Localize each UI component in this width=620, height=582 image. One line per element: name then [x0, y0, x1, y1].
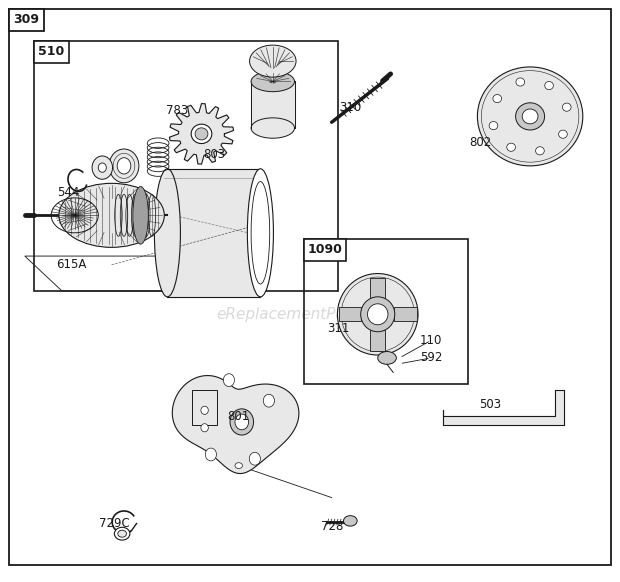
Bar [304, 239, 346, 261]
Polygon shape [25, 256, 236, 291]
Bar [192, 390, 217, 425]
Text: 729C: 729C [99, 517, 130, 530]
Text: 802: 802 [469, 136, 492, 149]
Ellipse shape [235, 414, 249, 430]
Ellipse shape [133, 186, 148, 244]
Bar [370, 330, 385, 351]
Ellipse shape [516, 103, 544, 130]
Ellipse shape [117, 158, 131, 174]
Circle shape [507, 143, 515, 151]
Circle shape [493, 94, 502, 102]
Ellipse shape [201, 424, 208, 432]
Ellipse shape [249, 45, 296, 77]
Circle shape [545, 81, 554, 90]
Ellipse shape [230, 409, 254, 435]
Ellipse shape [361, 297, 395, 332]
Ellipse shape [522, 109, 538, 124]
Ellipse shape [118, 530, 126, 537]
Text: 801: 801 [228, 410, 250, 423]
Ellipse shape [194, 401, 205, 414]
Bar [339, 307, 361, 321]
Ellipse shape [99, 163, 107, 172]
Text: 783: 783 [166, 104, 188, 117]
Text: eReplacementParts.com: eReplacementParts.com [216, 307, 404, 322]
Ellipse shape [337, 274, 418, 355]
Ellipse shape [201, 406, 208, 414]
Text: 728: 728 [321, 520, 343, 533]
Polygon shape [443, 390, 564, 425]
Bar [34, 41, 69, 63]
Text: 503: 503 [479, 398, 501, 411]
Ellipse shape [251, 72, 294, 92]
Bar [370, 278, 385, 299]
Text: 803: 803 [203, 148, 225, 161]
Ellipse shape [235, 463, 242, 469]
Ellipse shape [249, 452, 260, 465]
Ellipse shape [205, 448, 216, 461]
Bar [9, 9, 44, 31]
Text: 110: 110 [420, 334, 442, 347]
Ellipse shape [378, 352, 396, 364]
Ellipse shape [92, 156, 113, 179]
Text: 311: 311 [327, 322, 349, 335]
Text: 544: 544 [57, 186, 79, 198]
Ellipse shape [114, 527, 130, 540]
Bar [304, 239, 468, 384]
Ellipse shape [223, 374, 234, 386]
Polygon shape [169, 104, 234, 164]
Ellipse shape [251, 182, 270, 284]
Circle shape [562, 103, 571, 111]
Ellipse shape [368, 304, 388, 325]
Circle shape [191, 124, 212, 144]
Text: 309: 309 [14, 13, 40, 26]
Ellipse shape [247, 169, 273, 297]
Ellipse shape [251, 118, 294, 139]
Text: 510: 510 [38, 45, 64, 58]
Text: 592: 592 [420, 352, 442, 364]
Ellipse shape [109, 149, 139, 183]
Text: 1090: 1090 [308, 243, 342, 256]
Circle shape [559, 130, 567, 139]
Text: 615A: 615A [56, 258, 86, 271]
Polygon shape [172, 375, 299, 474]
Text: 310: 310 [339, 101, 361, 114]
Ellipse shape [59, 183, 164, 247]
Ellipse shape [477, 67, 583, 166]
Bar [34, 41, 338, 291]
Circle shape [489, 122, 498, 130]
Circle shape [516, 78, 525, 86]
Ellipse shape [343, 516, 357, 526]
Ellipse shape [115, 194, 156, 236]
Ellipse shape [264, 395, 275, 407]
Bar [394, 307, 417, 321]
Circle shape [536, 147, 544, 155]
Circle shape [195, 128, 208, 140]
Ellipse shape [154, 169, 180, 297]
